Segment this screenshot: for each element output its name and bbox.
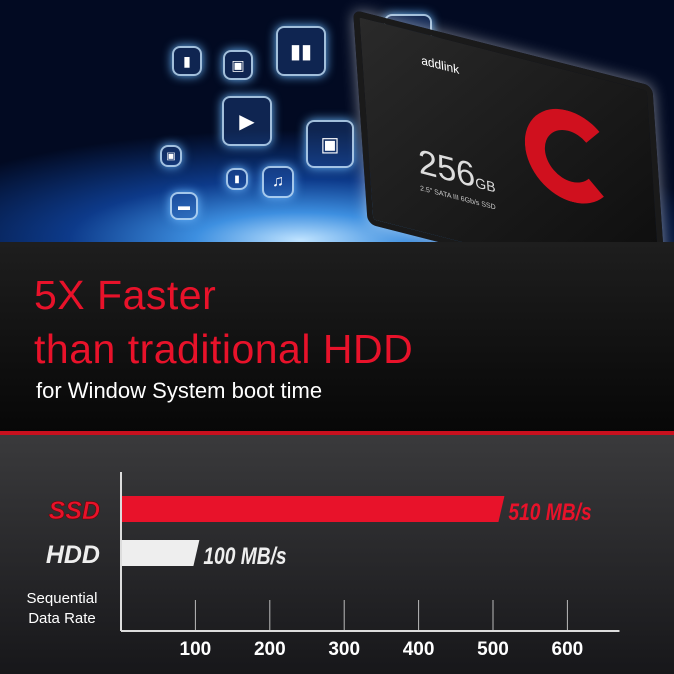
headline-section bbox=[0, 242, 674, 432]
category-label-hdd: HDD bbox=[46, 541, 100, 569]
image-icon: ▣ bbox=[306, 120, 354, 168]
x-tick-label-500: 500 bbox=[477, 639, 509, 660]
x-tick-label-100: 100 bbox=[180, 639, 212, 660]
headline-line2: than traditional HDD bbox=[34, 326, 414, 372]
folder-icon: ▬ bbox=[170, 192, 198, 220]
image-icon: ▣ bbox=[223, 50, 253, 80]
hero-banner: ▮ ▮▮ ♫ ▣ ▶ ▣ ♫ ▮ ▬ ▣ ♪ addlink 256GB 2.5… bbox=[0, 0, 674, 242]
headline-line1: 5X Faster bbox=[34, 272, 217, 318]
data-label-hdd: 100 MB/s bbox=[203, 542, 286, 570]
x-tick-label-200: 200 bbox=[254, 639, 286, 660]
bar-ssd bbox=[122, 496, 505, 522]
bar-chart-icon: ▮▮ bbox=[276, 26, 326, 76]
music-note-icon: ♫ bbox=[262, 166, 294, 198]
image-icon: ▣ bbox=[160, 145, 182, 167]
y-axis-label-line1: Sequential bbox=[27, 590, 98, 607]
x-tick-label-400: 400 bbox=[403, 639, 435, 660]
x-tick-label-600: 600 bbox=[552, 639, 584, 660]
bar-chart-icon: ▮ bbox=[172, 46, 202, 76]
chart-background bbox=[0, 435, 674, 674]
x-tick-label-300: 300 bbox=[328, 639, 360, 660]
bar-chart-icon: ▮ bbox=[226, 168, 248, 190]
category-label-ssd: SSD bbox=[49, 497, 100, 525]
video-play-icon: ▶ bbox=[222, 96, 272, 146]
data-label-ssd: 510 MB/s bbox=[508, 498, 591, 526]
y-axis-label-line2: Data Rate bbox=[28, 610, 96, 627]
divider bbox=[0, 431, 674, 435]
headline-subtitle: for Window System boot time bbox=[36, 378, 323, 403]
bar-hdd bbox=[122, 540, 200, 566]
